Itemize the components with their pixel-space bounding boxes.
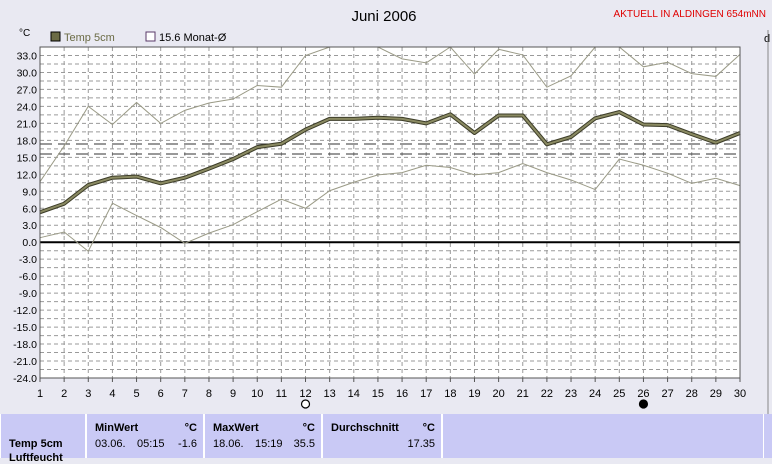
stats-max-cell: MaxWert °C 18.06. 15:19 35.5: [204, 414, 322, 458]
plot-frame: [39, 46, 741, 379]
y-tick-label: -6.0: [19, 271, 37, 283]
avg-header: Durchschnitt: [331, 422, 399, 434]
min-header: MinWert: [95, 422, 139, 434]
max-value: 35.5: [293, 438, 315, 450]
y-tick-label: 24.0: [17, 101, 38, 113]
x-tick-label: 11: [276, 388, 287, 400]
avg-unit: °C: [422, 422, 435, 434]
moon-markers: [300, 399, 649, 409]
x-tick-label: 10: [251, 388, 263, 400]
new-moon-icon: [638, 399, 649, 409]
full-moon-icon: [300, 399, 311, 409]
x-tick-label: 7: [182, 388, 188, 400]
x-tick-label: 19: [468, 388, 480, 400]
x-tick-label: 17: [420, 388, 432, 400]
y-tick-label: 18.0: [17, 135, 38, 147]
series-line-upper: [39, 46, 741, 182]
max-unit: °C: [302, 422, 315, 434]
y-tick-label: 6.0: [22, 203, 37, 215]
x-tick-label: 13: [324, 388, 336, 400]
x-tick-label: 8: [206, 388, 212, 400]
x-tick-label: 5: [133, 388, 139, 400]
y-tick-label: -15.0: [13, 322, 37, 334]
y-tick-label: -3.0: [19, 254, 37, 266]
x-tick-label: 26: [637, 388, 649, 400]
y-tick-label: 33.0: [17, 50, 38, 62]
x-tick-label: 9: [230, 388, 236, 400]
stats-row-label: Temp 5cm: [9, 438, 63, 450]
stats-label-cell: Temp 5cm Luftfeucht: [0, 414, 86, 464]
y-tick-label: 0.0: [22, 237, 37, 249]
x-tick-label: 1: [37, 388, 43, 400]
y-tick-label: -18.0: [13, 339, 37, 351]
avg-value: 17.35: [407, 438, 435, 450]
x-tick-label: 24: [589, 388, 601, 400]
y-tick-label: -9.0: [19, 288, 37, 300]
y-tick-label: 12.0: [17, 169, 38, 181]
legend-label-mean: 15.6 Monat-Ø: [159, 32, 227, 44]
x-tick-label: 2: [61, 388, 67, 400]
x-tick-label: 27: [661, 388, 673, 400]
min-value: -1.6: [178, 438, 197, 450]
x-tick-label: 22: [541, 388, 553, 400]
y-tick-label: 3.0: [22, 220, 37, 232]
x-tick-label: 14: [348, 388, 360, 400]
min-date: 03.06.: [95, 438, 126, 450]
right-axis-unit-fragment: d: [764, 33, 770, 45]
x-tick-label: 21: [517, 388, 529, 400]
max-date: 18.06.: [213, 438, 244, 450]
max-time: 15:19: [255, 438, 283, 450]
x-tick-label: 20: [492, 388, 504, 400]
y-tick-label: 9.0: [22, 186, 37, 198]
y-tick-label: -12.0: [13, 305, 37, 317]
x-tick-labels: 1 2 3 4 5 6 7 8 9 10 11 12 13 14 15 16 17 18 19 20 21 22 23 24 2…: [37, 378, 746, 400]
x-tick-label: 4: [109, 388, 115, 400]
y-tick-label: 15.0: [17, 152, 38, 164]
y-tick-labels: 33.0 30.0 27.0 24.0 21.0 18.0 15.0 12.0 9.0 6.0 3.…: [13, 50, 37, 385]
x-tick-label: 16: [396, 388, 408, 400]
chart-title: Juni 2006: [351, 8, 416, 25]
plot-area: [40, 47, 740, 378]
series-line-temp-5cm: [39, 111, 741, 214]
stats-avg-cell: Durchschnitt °C 17.35: [322, 414, 442, 458]
chart-canvas: Juni 2006 AKTUELL IN ALDINGEN 654mNN °C …: [13, 8, 770, 414]
stats-empty-cell: [442, 414, 764, 458]
reference-lines: [40, 143, 740, 244]
legend-swatch-temp: [50, 31, 61, 42]
y-tick-label: -24.0: [13, 373, 37, 385]
y-tick-label: 27.0: [17, 84, 38, 96]
min-time: 05:15: [137, 438, 165, 450]
series-line-lower: [39, 158, 741, 253]
stats-panel: Temp 5cm Luftfeucht MinWert °C 03.06. 05…: [0, 414, 772, 464]
x-tick-label: 29: [710, 388, 722, 400]
x-tick-label: 15: [372, 388, 384, 400]
x-tick-label: 28: [686, 388, 698, 400]
x-tick-label: 6: [158, 388, 164, 400]
stats-min-cell: MinWert °C 03.06. 05:15 -1.6: [86, 414, 204, 458]
station-label: AKTUELL IN ALDINGEN 654mNN: [614, 9, 766, 20]
y-axis-unit: °C: [19, 28, 30, 39]
x-tick-label: 12: [299, 388, 311, 400]
x-tick-label: 25: [613, 388, 625, 400]
x-tick-label: 23: [565, 388, 577, 400]
max-header: MaxWert: [213, 422, 259, 434]
x-tick-label: 3: [85, 388, 91, 400]
y-tick-label: 30.0: [17, 67, 38, 79]
series-layer: [39, 46, 741, 253]
legend-label-temp: Temp 5cm: [64, 32, 115, 44]
min-unit: °C: [184, 422, 197, 434]
y-tick-label: -21.0: [13, 356, 37, 368]
legend-swatch-mean: [145, 31, 156, 42]
y-tick-label: 21.0: [17, 118, 38, 130]
stats-row-label-2: Luftfeucht: [9, 452, 63, 464]
x-tick-label: 18: [444, 388, 456, 400]
x-tick-label: 30: [734, 388, 746, 400]
